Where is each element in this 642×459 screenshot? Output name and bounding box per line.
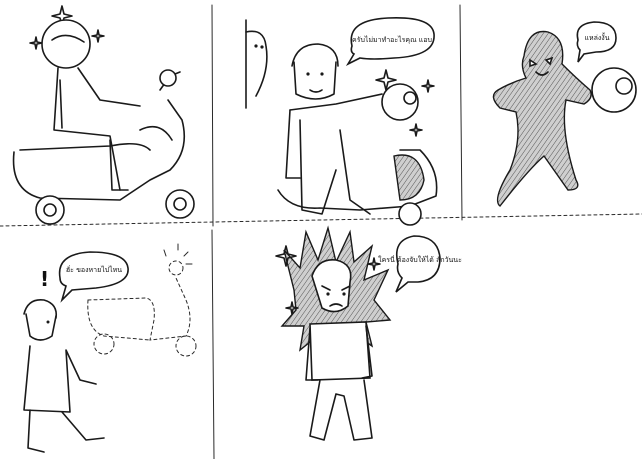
- panel-4: ! ฮั่ะ ของหายไปไหน: [23, 243, 197, 453]
- panel-2: ครับไม่มาทำอะไรคุณ แอบ: [245, 17, 438, 226]
- helmet-icon: [41, 19, 91, 69]
- scooter-outline-dashed: [87, 243, 197, 357]
- speech-bubble: ครับไม่มาทำอะไรคุณ แอบ: [345, 17, 435, 66]
- helmet-icon: [381, 83, 419, 121]
- man-figure: [285, 43, 383, 215]
- exclamation-mark: !: [40, 267, 49, 291]
- panel-1: [12, 5, 195, 225]
- scooter-illustration: [277, 149, 438, 226]
- speech-text: ฮั่ะ ของหายไปไหน: [66, 265, 122, 274]
- scooter-illustration: [12, 69, 195, 225]
- helmet-icon: [591, 67, 637, 113]
- sparkle-icon: [375, 69, 435, 137]
- speech-text: แหล่งงั้น: [584, 31, 609, 42]
- speech-text: ใครนี่ ต้องจับให้ได้ สักวันนะ: [378, 255, 462, 264]
- angry-man-figure: [305, 259, 373, 441]
- speech-bubble: ใครนี่ ต้องจับให้ได้ สักวันนะ: [378, 235, 462, 293]
- panel-dividers: [0, 4, 642, 459]
- speech-bubble: ฮั่ะ ของหายไปไหน: [58, 251, 129, 303]
- speech-bubble: แหล่งงั้น: [576, 21, 617, 63]
- sparkle-icon: [275, 245, 381, 315]
- speech-text: ครับไม่มาทำอะไรคุณ แอบ: [352, 35, 432, 44]
- man-walking: [23, 298, 105, 453]
- rider-figure: [53, 67, 141, 191]
- panel-5: ใครนี่ ต้องจับให้ได้ สักวันนะ: [275, 225, 462, 441]
- ghost-figure: [492, 30, 592, 207]
- ghost-peeking: [245, 19, 268, 109]
- panel-3: แหล่งงั้น: [492, 21, 637, 207]
